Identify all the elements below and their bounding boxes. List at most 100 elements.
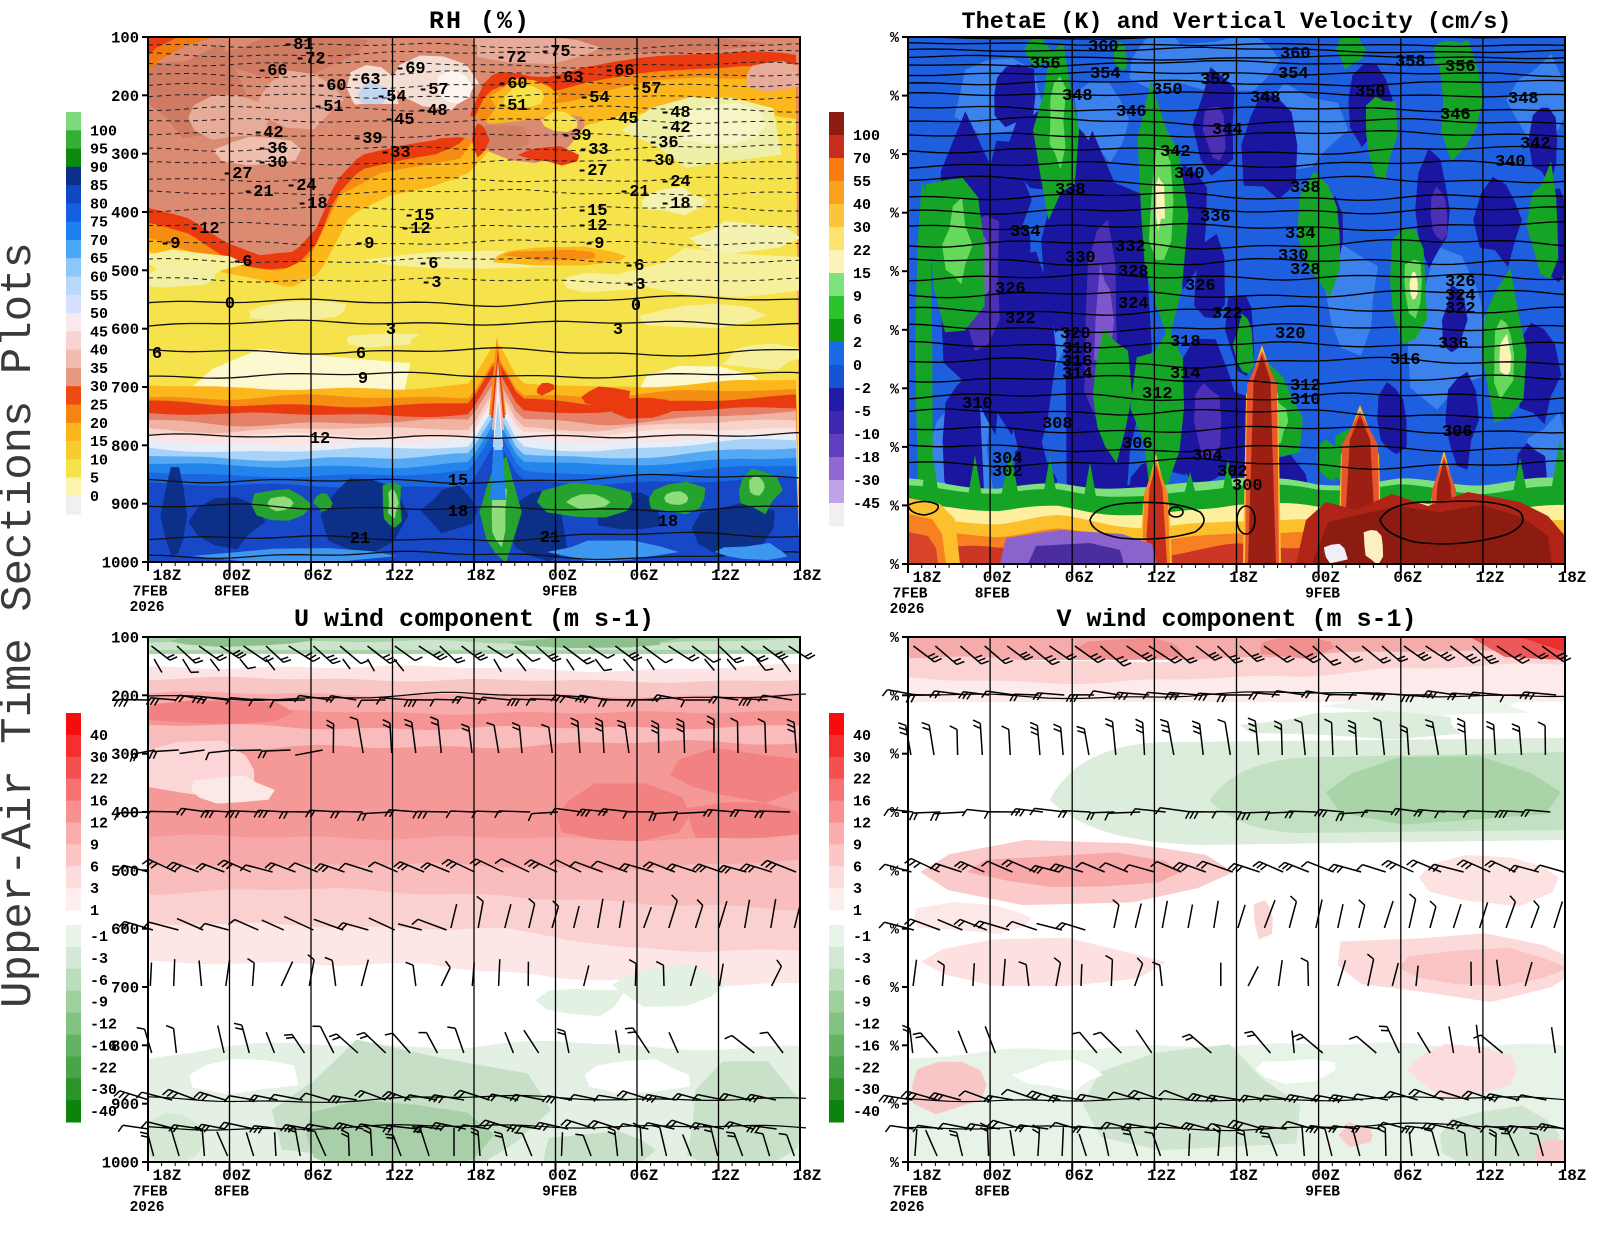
svg-text:330: 330 — [1278, 247, 1309, 266]
svg-text:70: 70 — [853, 151, 871, 168]
svg-text:330: 330 — [1065, 249, 1096, 268]
svg-text:-6: -6 — [418, 255, 438, 274]
svg-text:21: 21 — [350, 530, 370, 549]
svg-text:348: 348 — [1250, 89, 1281, 108]
svg-text:%: % — [890, 557, 900, 574]
svg-text:18Z: 18Z — [913, 1167, 942, 1185]
svg-text:326: 326 — [1445, 273, 1476, 292]
svg-text:-3: -3 — [90, 951, 108, 968]
svg-text:18Z: 18Z — [793, 567, 822, 585]
svg-text:40: 40 — [853, 197, 871, 214]
svg-text:-42: -42 — [660, 119, 691, 138]
svg-text:35: 35 — [90, 361, 108, 378]
svg-text:-10: -10 — [853, 427, 880, 444]
svg-text:500: 500 — [111, 263, 139, 281]
svg-text:55: 55 — [853, 174, 871, 191]
svg-text:328: 328 — [1290, 261, 1321, 280]
svg-text:-51: -51 — [313, 98, 344, 117]
svg-text:-63: -63 — [350, 71, 381, 90]
svg-text:-66: -66 — [257, 62, 288, 81]
svg-text:-30: -30 — [90, 1082, 117, 1099]
svg-text:340: 340 — [1174, 165, 1205, 184]
svg-text:12: 12 — [310, 430, 330, 449]
svg-text:-45: -45 — [608, 110, 639, 129]
svg-text:100: 100 — [853, 128, 880, 145]
svg-text:20: 20 — [90, 416, 108, 433]
svg-text:10: 10 — [90, 452, 108, 469]
svg-text:324: 324 — [1118, 295, 1149, 314]
svg-text:318: 318 — [1170, 333, 1201, 352]
svg-text:-30: -30 — [644, 152, 675, 171]
svg-text:348: 348 — [1062, 87, 1093, 106]
svg-text:06Z: 06Z — [630, 1167, 659, 1185]
svg-text:9FEB: 9FEB — [542, 585, 577, 601]
svg-text:6: 6 — [152, 345, 162, 364]
svg-text:7FEB: 7FEB — [893, 1185, 928, 1201]
svg-text:-33: -33 — [578, 141, 609, 160]
svg-text:9: 9 — [853, 837, 862, 854]
svg-text:0: 0 — [90, 489, 99, 506]
svg-text:350: 350 — [1152, 81, 1183, 100]
svg-text:18Z: 18Z — [153, 567, 182, 585]
svg-text:348: 348 — [1508, 90, 1539, 109]
svg-text:8FEB: 8FEB — [975, 1185, 1010, 1201]
svg-text:06Z: 06Z — [1393, 569, 1422, 587]
svg-text:-72: -72 — [295, 50, 326, 69]
svg-text:310: 310 — [1290, 391, 1321, 410]
svg-text:-40: -40 — [90, 1104, 117, 1121]
svg-text:334: 334 — [1285, 225, 1316, 244]
svg-text:30: 30 — [853, 750, 871, 767]
svg-text:-18: -18 — [297, 195, 328, 214]
svg-text:-60: -60 — [497, 75, 528, 94]
svg-text:6: 6 — [356, 345, 366, 364]
svg-text:338: 338 — [1055, 181, 1086, 200]
svg-text:12Z: 12Z — [1475, 569, 1504, 587]
svg-text:-57: -57 — [418, 81, 449, 100]
svg-text:9: 9 — [90, 837, 99, 854]
svg-text:%: % — [890, 805, 900, 822]
svg-text:00Z: 00Z — [222, 567, 251, 585]
svg-text:-22: -22 — [853, 1060, 880, 1077]
svg-text:310: 310 — [962, 395, 993, 414]
svg-text:3: 3 — [386, 321, 396, 340]
svg-text:306: 306 — [1442, 423, 1473, 442]
svg-text:7FEB: 7FEB — [133, 585, 168, 601]
svg-text:304: 304 — [992, 450, 1023, 469]
svg-text:V wind component (m s-1): V wind component (m s-1) — [1056, 605, 1416, 634]
svg-text:-30: -30 — [853, 473, 880, 490]
svg-text:354: 354 — [1090, 65, 1121, 84]
svg-text:-6: -6 — [232, 253, 252, 272]
svg-text:-9: -9 — [354, 235, 374, 254]
svg-text:-54: -54 — [376, 88, 407, 107]
svg-text:%: % — [890, 30, 900, 47]
svg-text:9: 9 — [853, 289, 862, 306]
svg-text:65: 65 — [90, 251, 108, 268]
svg-text:300: 300 — [111, 746, 139, 764]
svg-text:-12: -12 — [577, 217, 608, 236]
svg-text:15: 15 — [448, 472, 468, 491]
svg-text:-3: -3 — [853, 951, 871, 968]
svg-text:00Z: 00Z — [1311, 1167, 1340, 1185]
svg-text:-9: -9 — [90, 995, 108, 1012]
svg-text:22: 22 — [90, 772, 108, 789]
svg-text:ThetaE (K) and Vertical Veloci: ThetaE (K) and Vertical Velocity (cm/s) — [962, 9, 1512, 36]
svg-text:U wind component (m s-1): U wind component (m s-1) — [294, 605, 654, 634]
svg-text:306: 306 — [1122, 435, 1153, 454]
svg-text:-63: -63 — [553, 69, 584, 88]
svg-text:21: 21 — [540, 529, 560, 548]
svg-text:%: % — [890, 1038, 900, 1055]
svg-text:-36: -36 — [648, 134, 679, 153]
svg-text:342: 342 — [1160, 143, 1191, 162]
svg-text:356: 356 — [1030, 55, 1061, 74]
svg-text:2: 2 — [853, 335, 862, 352]
svg-text:-39: -39 — [561, 127, 592, 146]
svg-text:-5: -5 — [853, 404, 871, 421]
svg-text:324: 324 — [1445, 287, 1476, 306]
svg-text:600: 600 — [111, 321, 139, 339]
svg-text:00Z: 00Z — [983, 1167, 1012, 1185]
svg-text:18Z: 18Z — [467, 567, 496, 585]
svg-text:322: 322 — [1212, 305, 1243, 324]
svg-text:3: 3 — [613, 321, 623, 340]
svg-text:-9: -9 — [160, 235, 180, 254]
svg-text:200: 200 — [111, 688, 139, 706]
